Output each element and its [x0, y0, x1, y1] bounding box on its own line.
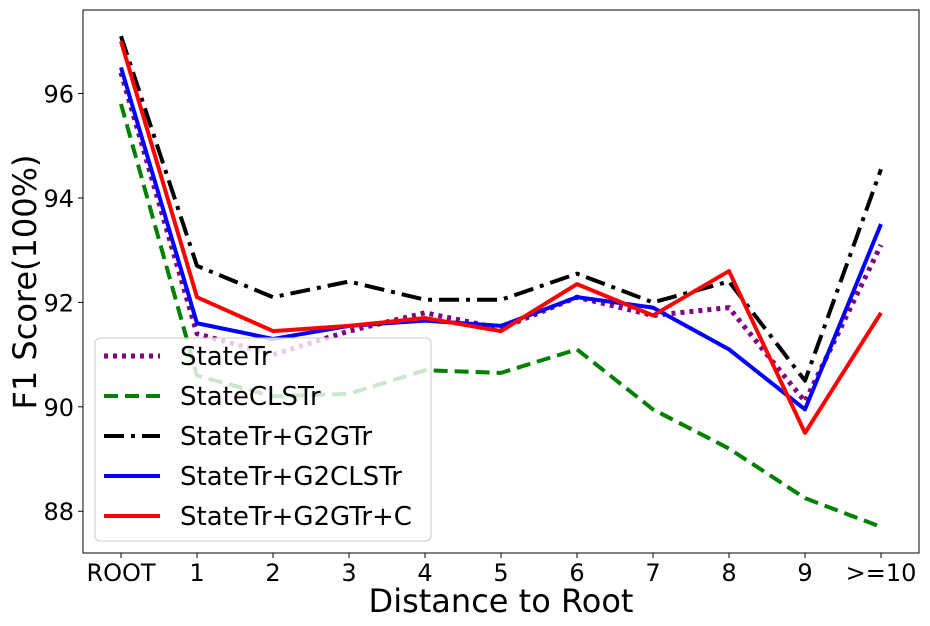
legend-label: StateCLSTr: [180, 382, 321, 412]
x-tick-label: 3: [341, 559, 356, 587]
legend-entry: StateTr: [104, 342, 272, 372]
x-tick-label: 9: [797, 559, 812, 587]
x-tick-label: ROOT: [86, 559, 155, 587]
x-tick-label: 8: [721, 559, 736, 587]
x-tick-label: 2: [265, 559, 280, 587]
legend-entry: StateTr+G2GTr+C: [104, 502, 412, 532]
legend-label: StateTr+G2CLSTr: [180, 462, 402, 492]
x-axis-label: Distance to Root: [369, 582, 634, 620]
series-line-3: [119, 35, 883, 383]
x-tick-label: 7: [645, 559, 660, 587]
legend-entry: StateCLSTr: [104, 382, 321, 412]
y-tick-label: 90: [43, 394, 74, 422]
legend-entry: StateTr+G2CLSTr: [104, 462, 402, 492]
x-axis: ROOT 1 2 3 4 5 6 7 8 9 >=10: [86, 553, 916, 587]
series-line-2: [119, 103, 882, 529]
y-tick-label: 94: [43, 185, 74, 213]
x-tick-label: 1: [189, 559, 204, 587]
legend-label: StateTr+G2GTr+C: [180, 502, 412, 532]
series-line-4: [119, 66, 883, 412]
x-tick-label: 5: [493, 559, 508, 587]
x-tick-label: 6: [569, 559, 584, 587]
y-axis: 88 90 92 94 96: [43, 81, 83, 526]
legend-box: [94, 337, 432, 542]
x-tick-label: >=10: [846, 559, 917, 587]
legend-entry: StateTr+G2GTr: [104, 422, 372, 452]
y-tick-label: 92: [43, 289, 74, 317]
x-tick-label: 4: [417, 559, 432, 587]
legend: StateTr StateCLSTr StateTr+G2GTr StateTr+G2…: [94, 337, 432, 542]
y-axis-label: F1 Score(100%): [6, 154, 44, 409]
legend-label: StateTr+G2GTr: [180, 422, 372, 452]
y-tick-label: 96: [43, 81, 74, 109]
legend-label: StateTr: [180, 342, 272, 372]
y-tick-label: 88: [43, 498, 74, 526]
series-line-5: [119, 40, 883, 435]
